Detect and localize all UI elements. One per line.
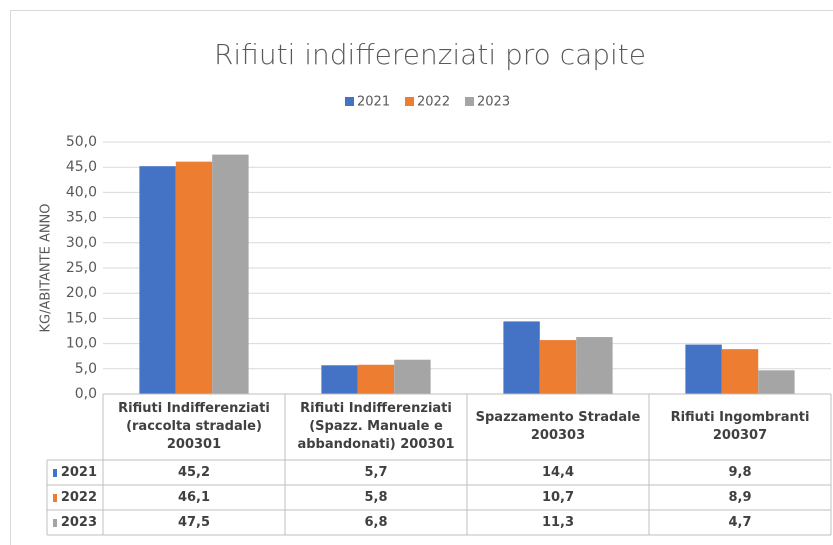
category-label: Rifiuti Ingombranti 200307 bbox=[670, 410, 810, 443]
bar bbox=[175, 161, 213, 394]
y-tick-label: 35,0 bbox=[66, 210, 97, 226]
bar bbox=[321, 365, 358, 394]
bar bbox=[721, 349, 759, 394]
chart-border bbox=[10, 10, 833, 545]
bar bbox=[576, 337, 613, 394]
row-header-label: 2022 bbox=[60, 489, 97, 505]
legend-key bbox=[53, 493, 57, 502]
bar bbox=[357, 364, 395, 394]
data-cell: 5,7 bbox=[364, 464, 388, 480]
data-cell: 11,3 bbox=[541, 514, 575, 530]
y-tick-label: 50,0 bbox=[66, 134, 97, 150]
legend-swatch bbox=[465, 97, 474, 106]
bar bbox=[539, 340, 577, 394]
y-tick-label: 20,0 bbox=[66, 285, 97, 301]
bar bbox=[503, 321, 540, 394]
y-tick-label: 40,0 bbox=[66, 184, 97, 200]
y-tick-label: 30,0 bbox=[66, 235, 97, 251]
category-label: Rifiuti Indifferenziati (Spazz. Manuale … bbox=[297, 401, 455, 452]
data-cell: 14,4 bbox=[541, 464, 575, 480]
row-header: 2023 bbox=[47, 510, 103, 535]
row-header: 2022 bbox=[47, 485, 103, 510]
y-tick-label: 15,0 bbox=[66, 310, 97, 326]
y-tick-label: 5,0 bbox=[75, 361, 97, 377]
legend-key bbox=[53, 468, 57, 477]
data-cell: 6,8 bbox=[364, 514, 388, 530]
y-axis-title: KG/ABITANTE ANNO bbox=[39, 203, 54, 332]
data-cell: 46,1 bbox=[177, 489, 211, 505]
y-tick-label: 25,0 bbox=[66, 260, 97, 276]
chart-title: Rifiuti indifferenziati pro capite bbox=[214, 38, 646, 71]
category-label: Rifiuti Indifferenziati (raccolta strada… bbox=[118, 401, 270, 452]
data-cell: 45,2 bbox=[177, 464, 211, 480]
legend-swatch bbox=[405, 97, 414, 106]
row-header-label: 2023 bbox=[60, 514, 97, 530]
data-cell: 8,9 bbox=[728, 489, 752, 505]
bar bbox=[212, 154, 249, 394]
y-tick-label: 0,0 bbox=[75, 386, 97, 402]
legend-label: 2022 bbox=[417, 95, 450, 110]
row-header: 2021 bbox=[47, 460, 103, 485]
category-label: Spazzamento Stradale 200303 bbox=[475, 410, 641, 443]
data-cell: 10,7 bbox=[541, 489, 575, 505]
bar bbox=[685, 344, 722, 394]
data-cell: 9,8 bbox=[728, 464, 752, 480]
bar bbox=[758, 370, 795, 394]
data-cell: 4,7 bbox=[728, 514, 752, 530]
y-tick-label: 45,0 bbox=[66, 159, 97, 175]
legend-swatch bbox=[345, 97, 354, 106]
y-tick-label: 10,0 bbox=[66, 336, 97, 352]
legend-key bbox=[53, 518, 57, 527]
data-cell: 47,5 bbox=[177, 514, 211, 530]
legend-label: 2021 bbox=[357, 95, 390, 110]
legend-label: 2023 bbox=[477, 95, 510, 110]
bar bbox=[139, 166, 176, 394]
data-cell: 5,8 bbox=[364, 489, 388, 505]
row-header-label: 2021 bbox=[60, 464, 97, 480]
bar bbox=[394, 359, 431, 394]
